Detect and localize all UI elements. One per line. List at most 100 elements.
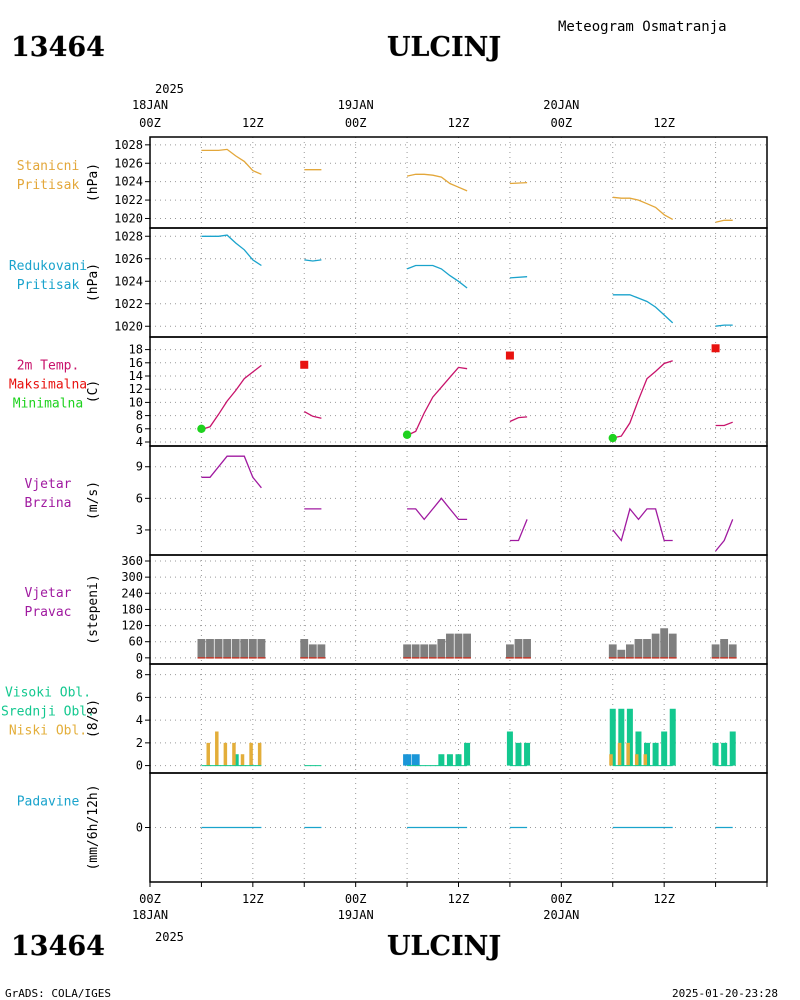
wind-direction-bar <box>214 639 223 658</box>
y-tick-label: 1024 <box>114 175 143 189</box>
bottom-time-axis: 18JAN 00Z 12Z 19JAN 00Z 12Z 20JAN 00Z 12Z <box>132 882 768 922</box>
cloud-high-bar <box>669 708 676 766</box>
wind-direction-bar <box>651 633 660 658</box>
series-line <box>509 416 528 423</box>
panel-label: Pritisak <box>17 178 80 193</box>
cloud-high-bar <box>609 708 616 766</box>
wind-direction-bar <box>514 639 523 658</box>
series-line <box>406 366 468 436</box>
time-tick-hour-top: 00Z <box>139 116 161 130</box>
y-tick-label: 0 <box>136 821 143 835</box>
cloud-low-bar <box>215 731 219 766</box>
cloud-low-bar <box>223 742 228 766</box>
temp-min-marker <box>197 424 206 433</box>
y-tick-label: 16 <box>129 356 143 370</box>
cloud-high-bar <box>506 731 513 766</box>
wind-direction-bar <box>660 628 669 658</box>
wind-direction-bar <box>257 639 266 658</box>
cloud-high-bar <box>524 742 531 766</box>
cloud-high-bar <box>618 708 625 766</box>
cloud-high-bar <box>652 742 659 766</box>
series-line <box>304 259 322 262</box>
temp-max-marker <box>505 351 514 360</box>
wind-direction-bar <box>403 644 411 658</box>
top-year-label: 2025 <box>155 82 184 96</box>
y-axis-label: (hPa) <box>86 163 101 202</box>
wind-direction-bar <box>411 644 420 658</box>
series-line <box>406 264 468 289</box>
y-tick-label: 0 <box>136 651 143 665</box>
wind-direction-bar <box>523 639 531 658</box>
series-line <box>509 181 528 185</box>
panel-label: Pritisak <box>17 278 80 293</box>
series-line <box>715 519 734 552</box>
wind-direction-bar <box>608 644 617 658</box>
time-tick-day-bottom: 20JAN <box>543 908 579 922</box>
wind-direction-bar <box>668 633 677 658</box>
wind-direction-bar <box>223 639 232 658</box>
time-tick-hour-bottom: 12Z <box>653 892 675 906</box>
panel-label: Minimalna <box>13 397 83 412</box>
cloud-high-bar <box>635 731 642 766</box>
cloud-low-bar <box>257 742 262 766</box>
panel-label: Visoki Obl. <box>5 686 91 701</box>
time-tick-hour-top: 12Z <box>448 116 470 130</box>
wind-direction-bar <box>728 644 737 658</box>
time-tick-hour-bottom: 12Z <box>448 892 470 906</box>
series-line <box>509 276 528 279</box>
wind-direction-bar <box>206 639 214 658</box>
cloud-high-bar <box>438 754 445 766</box>
time-tick-hour-bottom: 00Z <box>139 892 161 906</box>
y-tick-label: 1026 <box>114 252 143 266</box>
cloud-mid-bar <box>411 754 420 766</box>
time-tick-hour-top: 00Z <box>345 116 367 130</box>
cloud-high-bar <box>464 742 471 766</box>
series-line <box>612 196 674 220</box>
panel-oblacnost: 0 2 4 6 8 Visoki Obl. Srednji Obl. Niski Obl.(8… <box>1 663 768 774</box>
y-tick-label: 9 <box>136 460 143 474</box>
station-name-bottom: ULCINJ <box>387 931 501 962</box>
y-tick-label: 1020 <box>114 319 143 333</box>
series-line <box>612 360 673 439</box>
series-line <box>406 173 468 192</box>
y-tick-label: 18 <box>129 343 143 357</box>
wind-direction-bar <box>437 639 446 658</box>
cloud-low-bar <box>240 754 245 766</box>
y-tick-label: 8 <box>136 409 143 423</box>
y-tick-label: 4 <box>136 435 143 449</box>
wind-direction-bar <box>617 649 626 658</box>
wind-direction-bar <box>720 639 729 658</box>
y-tick-label: 1022 <box>114 193 143 207</box>
y-axis-label: (m/s) <box>86 481 101 520</box>
wind-direction-bar <box>428 644 437 658</box>
station-id-top: 13464 <box>11 32 105 63</box>
cloud-high-bar <box>446 754 453 766</box>
y-tick-label: 1028 <box>114 229 143 243</box>
bottom-year-label: 2025 <box>155 930 184 944</box>
y-tick-label: 360 <box>121 554 143 568</box>
series-line <box>715 324 733 327</box>
time-tick-day-top: 18JAN <box>132 98 168 112</box>
time-tick-day-bottom: 19JAN <box>338 908 374 922</box>
panel-frame <box>149 445 768 556</box>
wind-direction-bar <box>197 639 206 658</box>
wind-direction-bar <box>308 644 317 658</box>
y-tick-label: 14 <box>129 369 143 383</box>
y-tick-label: 1020 <box>114 211 143 225</box>
y-tick-label: 300 <box>121 570 143 584</box>
cloud-low-bar <box>232 742 236 766</box>
time-tick-day-top: 19JAN <box>338 98 374 112</box>
wind-direction-bar <box>240 639 249 658</box>
cloud-high-bar <box>515 742 522 766</box>
wind-direction-bar <box>625 644 634 658</box>
wind-direction-bar <box>248 639 257 658</box>
y-tick-label: 8 <box>136 668 143 682</box>
series-line <box>715 219 733 223</box>
cloud-high-bar <box>455 754 462 766</box>
panel-label: Stanicni <box>17 159 80 174</box>
panel-label: Maksimalna <box>9 378 87 393</box>
cloud-low-bar <box>626 742 630 766</box>
time-tick-hour-bottom: 12Z <box>242 892 264 906</box>
y-tick-label: 10 <box>129 395 143 409</box>
